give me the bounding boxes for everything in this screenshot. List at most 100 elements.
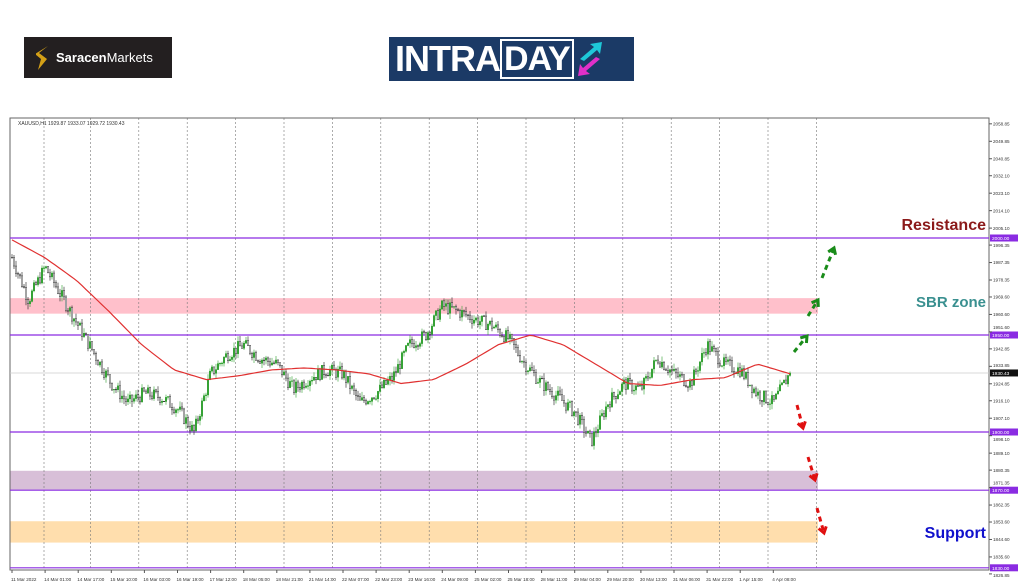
- candle-body: [269, 361, 272, 366]
- candle-body: [39, 277, 42, 284]
- candle-body: [226, 353, 229, 361]
- candle-body: [25, 287, 28, 300]
- candle-body: [369, 401, 372, 403]
- candle-body: [649, 377, 652, 379]
- candle-body: [529, 367, 532, 372]
- candle-body: [104, 370, 107, 378]
- candle-body: [769, 403, 772, 405]
- candle-body: [549, 389, 552, 392]
- candle-body: [653, 360, 656, 370]
- candle-body: [723, 357, 726, 367]
- candle-body: [633, 389, 636, 392]
- y-tick-label: 1907.10: [993, 416, 1010, 421]
- candle-body: [106, 370, 109, 375]
- candle-body: [174, 409, 177, 413]
- candle-body: [246, 340, 249, 346]
- candle-body: [665, 369, 668, 371]
- candle-body: [445, 303, 448, 307]
- candle-body: [212, 366, 215, 374]
- candle-body: [224, 353, 227, 358]
- y-tick-label: 1889.10: [993, 451, 1010, 456]
- candle-body: [603, 413, 606, 418]
- candle-body: [619, 391, 622, 395]
- candle-body: [172, 409, 175, 413]
- candle-body: [497, 324, 500, 330]
- candle-body: [68, 307, 71, 312]
- candle-body: [363, 397, 366, 401]
- down-arrow-head: [808, 472, 819, 483]
- candle-body: [721, 365, 724, 367]
- candle-body: [749, 384, 752, 386]
- zone-band: [10, 521, 818, 543]
- candle-body: [515, 344, 518, 348]
- candle-body: [371, 397, 374, 402]
- candle-body: [82, 333, 85, 337]
- candle-body: [138, 397, 141, 403]
- candle-body: [681, 374, 684, 376]
- candle-body: [743, 368, 746, 379]
- candle-body: [51, 272, 54, 278]
- candle-body: [198, 416, 201, 421]
- candle-body: [90, 341, 93, 350]
- candle-body: [765, 390, 768, 404]
- candle-body: [240, 345, 243, 349]
- candle-body: [146, 387, 149, 394]
- candle-body: [299, 387, 302, 390]
- y-tick-label: 1898.10: [993, 437, 1010, 442]
- candle-body: [583, 419, 586, 433]
- candle-body: [144, 390, 147, 394]
- candle-body: [263, 359, 266, 361]
- candle-body: [116, 385, 119, 391]
- candle-body: [102, 372, 105, 378]
- candle-body: [33, 282, 36, 292]
- candle-body: [751, 384, 754, 393]
- candle-body: [767, 402, 770, 405]
- support-label: Support: [924, 525, 986, 542]
- level-tag-label: 1900.00: [992, 430, 1010, 436]
- candle-body: [535, 372, 538, 384]
- candle-body: [295, 381, 298, 393]
- candle-body: [655, 359, 658, 361]
- candle-body: [216, 363, 219, 370]
- x-tick-label: 21 Mar 14:00: [309, 577, 337, 582]
- candle-body: [152, 389, 155, 399]
- candle-body: [64, 296, 67, 311]
- candle-body: [335, 369, 338, 378]
- y-tick-label: 1978.35: [993, 278, 1010, 283]
- candle-body: [579, 415, 582, 425]
- intraday-logo-part2: DAY: [500, 39, 574, 79]
- candle-body: [377, 391, 380, 400]
- candle-body: [148, 387, 151, 397]
- y-tick-label: 1844.60: [993, 537, 1010, 542]
- candle-body: [459, 310, 462, 318]
- candle-body: [539, 378, 542, 383]
- candle-body: [501, 335, 504, 337]
- y-tick-label: 1862.35: [993, 503, 1010, 508]
- up-arrow: [806, 299, 820, 317]
- y-tick-label: 2023.10: [993, 191, 1010, 196]
- candle-body: [206, 379, 209, 396]
- candle-body: [218, 363, 221, 365]
- candle-body: [591, 433, 594, 446]
- candle-body: [31, 290, 34, 302]
- candle-body: [80, 322, 83, 337]
- y-tick-label: 1951.60: [993, 325, 1010, 330]
- candle-body: [23, 286, 26, 288]
- candle-body: [63, 290, 66, 298]
- candle-body: [457, 309, 460, 311]
- candle-body: [114, 389, 117, 391]
- y-tick-label: 1924.85: [993, 381, 1010, 386]
- candle-body: [415, 345, 418, 348]
- candle-body: [27, 299, 30, 305]
- candle-body: [577, 411, 580, 425]
- candle-body: [513, 338, 516, 345]
- candle-body: [361, 397, 364, 401]
- candle-body: [569, 401, 572, 403]
- resistance-label: Resistance: [901, 217, 987, 234]
- candle-body: [41, 267, 44, 284]
- candle-body: [257, 360, 260, 362]
- candle-body: [639, 385, 642, 387]
- candle-body: [234, 347, 237, 354]
- candle-body: [537, 382, 540, 384]
